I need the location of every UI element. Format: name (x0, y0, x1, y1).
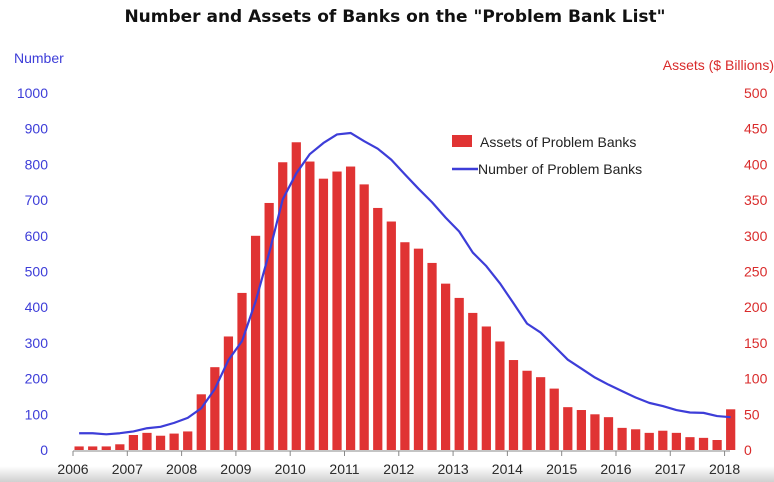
assets-bar (196, 394, 206, 450)
left-axis-ticks: 0 100 200 300 400 500 600 700 800 900 1000 (17, 85, 48, 458)
assets-bar (128, 435, 139, 450)
x-tick-label: 2013 (438, 461, 469, 477)
assets-bar (291, 142, 301, 450)
assets-bar (345, 166, 356, 451)
assets-bar (441, 283, 451, 450)
assets-bar (88, 446, 98, 450)
number-line (79, 131, 731, 436)
left-axis-title: Number (14, 50, 64, 66)
left-tick-label: 400 (25, 299, 49, 315)
assets-bar (142, 432, 152, 450)
assets-bar (250, 235, 261, 450)
x-tick-label: 2016 (600, 461, 631, 477)
x-tick-label: 2010 (275, 461, 306, 477)
right-tick-label: 350 (744, 192, 768, 208)
left-tick-label: 600 (25, 228, 49, 244)
bottom-shade (0, 466, 774, 482)
assets-bar (210, 367, 220, 450)
right-axis-ticks: 0 50 100 150 200 250 300 350 400 450 500 (744, 85, 768, 458)
assets-bar (590, 414, 600, 450)
number-line-group (79, 131, 731, 436)
left-tick-label: 100 (25, 406, 49, 422)
assets-bar (169, 433, 179, 450)
left-tick-label: 300 (25, 335, 49, 351)
right-tick-label: 50 (744, 406, 760, 422)
assets-bars (74, 142, 736, 451)
x-tick-label: 2006 (57, 461, 88, 477)
left-tick-label: 500 (25, 264, 49, 280)
x-tick-label: 2011 (329, 461, 359, 477)
assets-bar (495, 341, 505, 450)
assets-bar (712, 440, 722, 450)
left-tick-label: 800 (25, 156, 49, 172)
assets-bar (576, 410, 586, 450)
x-tick-label: 2008 (166, 461, 197, 477)
legend: Assets of Problem Banks Number of Proble… (452, 134, 642, 177)
left-tick-label: 0 (40, 442, 48, 458)
assets-bar (183, 431, 193, 450)
x-tick-label: 2009 (220, 461, 251, 477)
right-tick-label: 500 (744, 85, 768, 101)
assets-bar (237, 292, 247, 450)
assets-bar (155, 435, 166, 450)
assets-bar (386, 221, 396, 450)
x-tick-label: 2007 (112, 461, 143, 477)
assets-bar (413, 248, 424, 450)
assets-bar (522, 370, 532, 450)
x-tick-label: 2012 (383, 461, 414, 477)
right-tick-label: 400 (744, 156, 768, 172)
assets-bar (454, 297, 464, 450)
right-tick-label: 200 (744, 299, 768, 315)
assets-bar (617, 427, 627, 450)
x-tick-label: 2014 (492, 461, 523, 477)
assets-bar (603, 417, 614, 450)
assets-bar (318, 178, 329, 450)
assets-bar (115, 444, 125, 450)
assets-bar (427, 262, 437, 450)
assets-bar (726, 409, 736, 450)
assets-bar (373, 207, 383, 450)
right-axis-title: Assets ($ Billions) (663, 57, 774, 73)
right-tick-label: 0 (744, 442, 752, 458)
x-tick-label: 2017 (655, 461, 686, 477)
chart-title: Number and Assets of Banks on the "Probl… (124, 7, 665, 27)
assets-bar (400, 242, 410, 450)
assets-bar (74, 446, 84, 450)
assets-bar (481, 326, 491, 450)
assets-bar (305, 161, 315, 451)
assets-bar (698, 437, 709, 450)
left-tick-label: 1000 (17, 85, 48, 101)
right-tick-label: 150 (744, 335, 768, 351)
assets-bar (671, 432, 681, 450)
assets-bar (685, 437, 695, 450)
left-tick-label: 200 (25, 371, 49, 387)
assets-bar (644, 432, 654, 450)
x-axis-ticks: 2006 2007 2008 2009 2010 2011 2012 2013 2014 2015… (57, 451, 740, 477)
left-tick-label: 900 (25, 121, 49, 137)
right-tick-label: 250 (744, 264, 768, 280)
x-tick-label: 2018 (709, 461, 740, 477)
left-tick-label: 700 (25, 192, 49, 208)
assets-bar (658, 430, 668, 450)
right-tick-label: 450 (744, 121, 768, 137)
legend-label-assets: Assets of Problem Banks (480, 134, 636, 150)
assets-bar (359, 184, 369, 450)
assets-bar (549, 388, 559, 450)
right-tick-label: 300 (744, 228, 768, 244)
assets-bar (278, 162, 288, 450)
assets-bar (468, 312, 478, 450)
assets-bar (563, 407, 573, 450)
x-tick-label: 2015 (546, 461, 577, 477)
legend-label-number: Number of Problem Banks (478, 161, 642, 177)
assets-bar (101, 446, 111, 450)
assets-bar (508, 360, 519, 450)
assets-bar (631, 429, 641, 450)
legend-swatch-assets (452, 135, 472, 147)
assets-bar (332, 171, 342, 451)
right-tick-label: 100 (744, 371, 768, 387)
assets-bar (536, 377, 546, 450)
assets-bar (264, 202, 274, 450)
assets-bar (223, 336, 234, 450)
